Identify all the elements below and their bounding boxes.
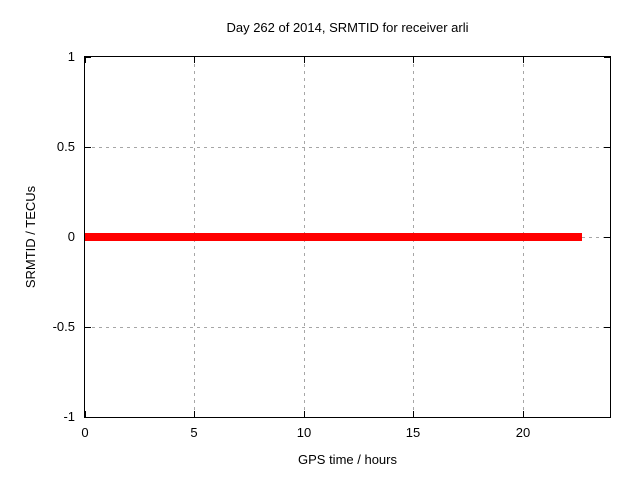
y-tick-label-1: 1 [67,49,75,64]
tick-y-right--1 [604,417,610,418]
tick-y-left--1 [85,417,91,418]
tick-x-bottom-0 [85,411,86,417]
tick-y-right-1 [604,57,610,58]
x-axis-title: GPS time / hours [298,452,397,467]
x-tick-label-0: 0 [81,425,89,440]
tick-x-top-5 [194,57,195,63]
y-tick-label--0.5: -0.5 [52,319,75,334]
tick-x-top-10 [304,57,305,63]
tick-x-bottom-5 [194,411,195,417]
tick-x-top-20 [523,57,524,63]
y-tick-label-0.5: 0.5 [56,139,75,154]
tick-y-left-1 [85,57,91,58]
tick-y-right-0.5 [604,147,610,148]
tick-y-right--0.5 [604,327,610,328]
tick-x-top-15 [413,57,414,63]
y-tick-label--1: -1 [63,409,75,424]
x-tick-label-10: 10 [296,425,312,440]
x-tick-label-5: 5 [190,425,198,440]
plot-area [84,56,611,418]
tick-y-left--0.5 [85,327,91,328]
tick-y-left-0.5 [85,147,91,148]
x-tick-label-15: 15 [405,425,421,440]
tick-x-top-0 [85,57,86,63]
gridline-y--0.5 [85,327,610,328]
tick-x-bottom-15 [413,411,414,417]
tick-y-right-0 [604,237,610,238]
series-line-srmtid [85,233,582,241]
chart-title: Day 262 of 2014, SRMTID for receiver arl… [226,20,469,35]
tick-x-bottom-20 [523,411,524,417]
y-tick-label-0: 0 [67,229,75,244]
gridline-y-0.5 [85,147,610,148]
x-tick-label-20: 20 [515,425,531,440]
tick-x-bottom-10 [304,411,305,417]
